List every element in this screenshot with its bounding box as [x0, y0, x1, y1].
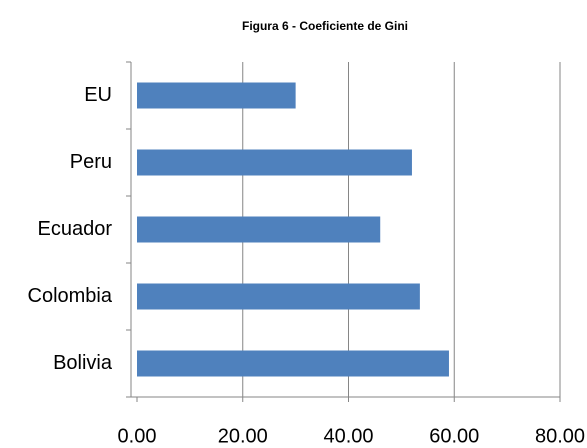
bar [137, 149, 412, 176]
bar [137, 82, 296, 109]
chart-title: Figura 6 - Coeficiente de Gini [242, 19, 408, 33]
y-tick-label: Bolivia [53, 352, 113, 374]
x-tick-label: 80.00 [535, 425, 585, 447]
x-tick-label: 20.00 [218, 425, 268, 447]
x-tick-label: 60.00 [429, 425, 479, 447]
y-tick-label: Ecuador [38, 218, 113, 240]
bar [137, 350, 449, 377]
x-tick-label: 0.00 [118, 425, 157, 447]
bar [137, 216, 381, 243]
bar [137, 283, 420, 310]
y-tick-label: Peru [70, 151, 112, 173]
y-tick-label: EU [84, 84, 112, 106]
y-tick-label: Colombia [28, 285, 113, 307]
x-tick-label: 40.00 [323, 425, 373, 447]
